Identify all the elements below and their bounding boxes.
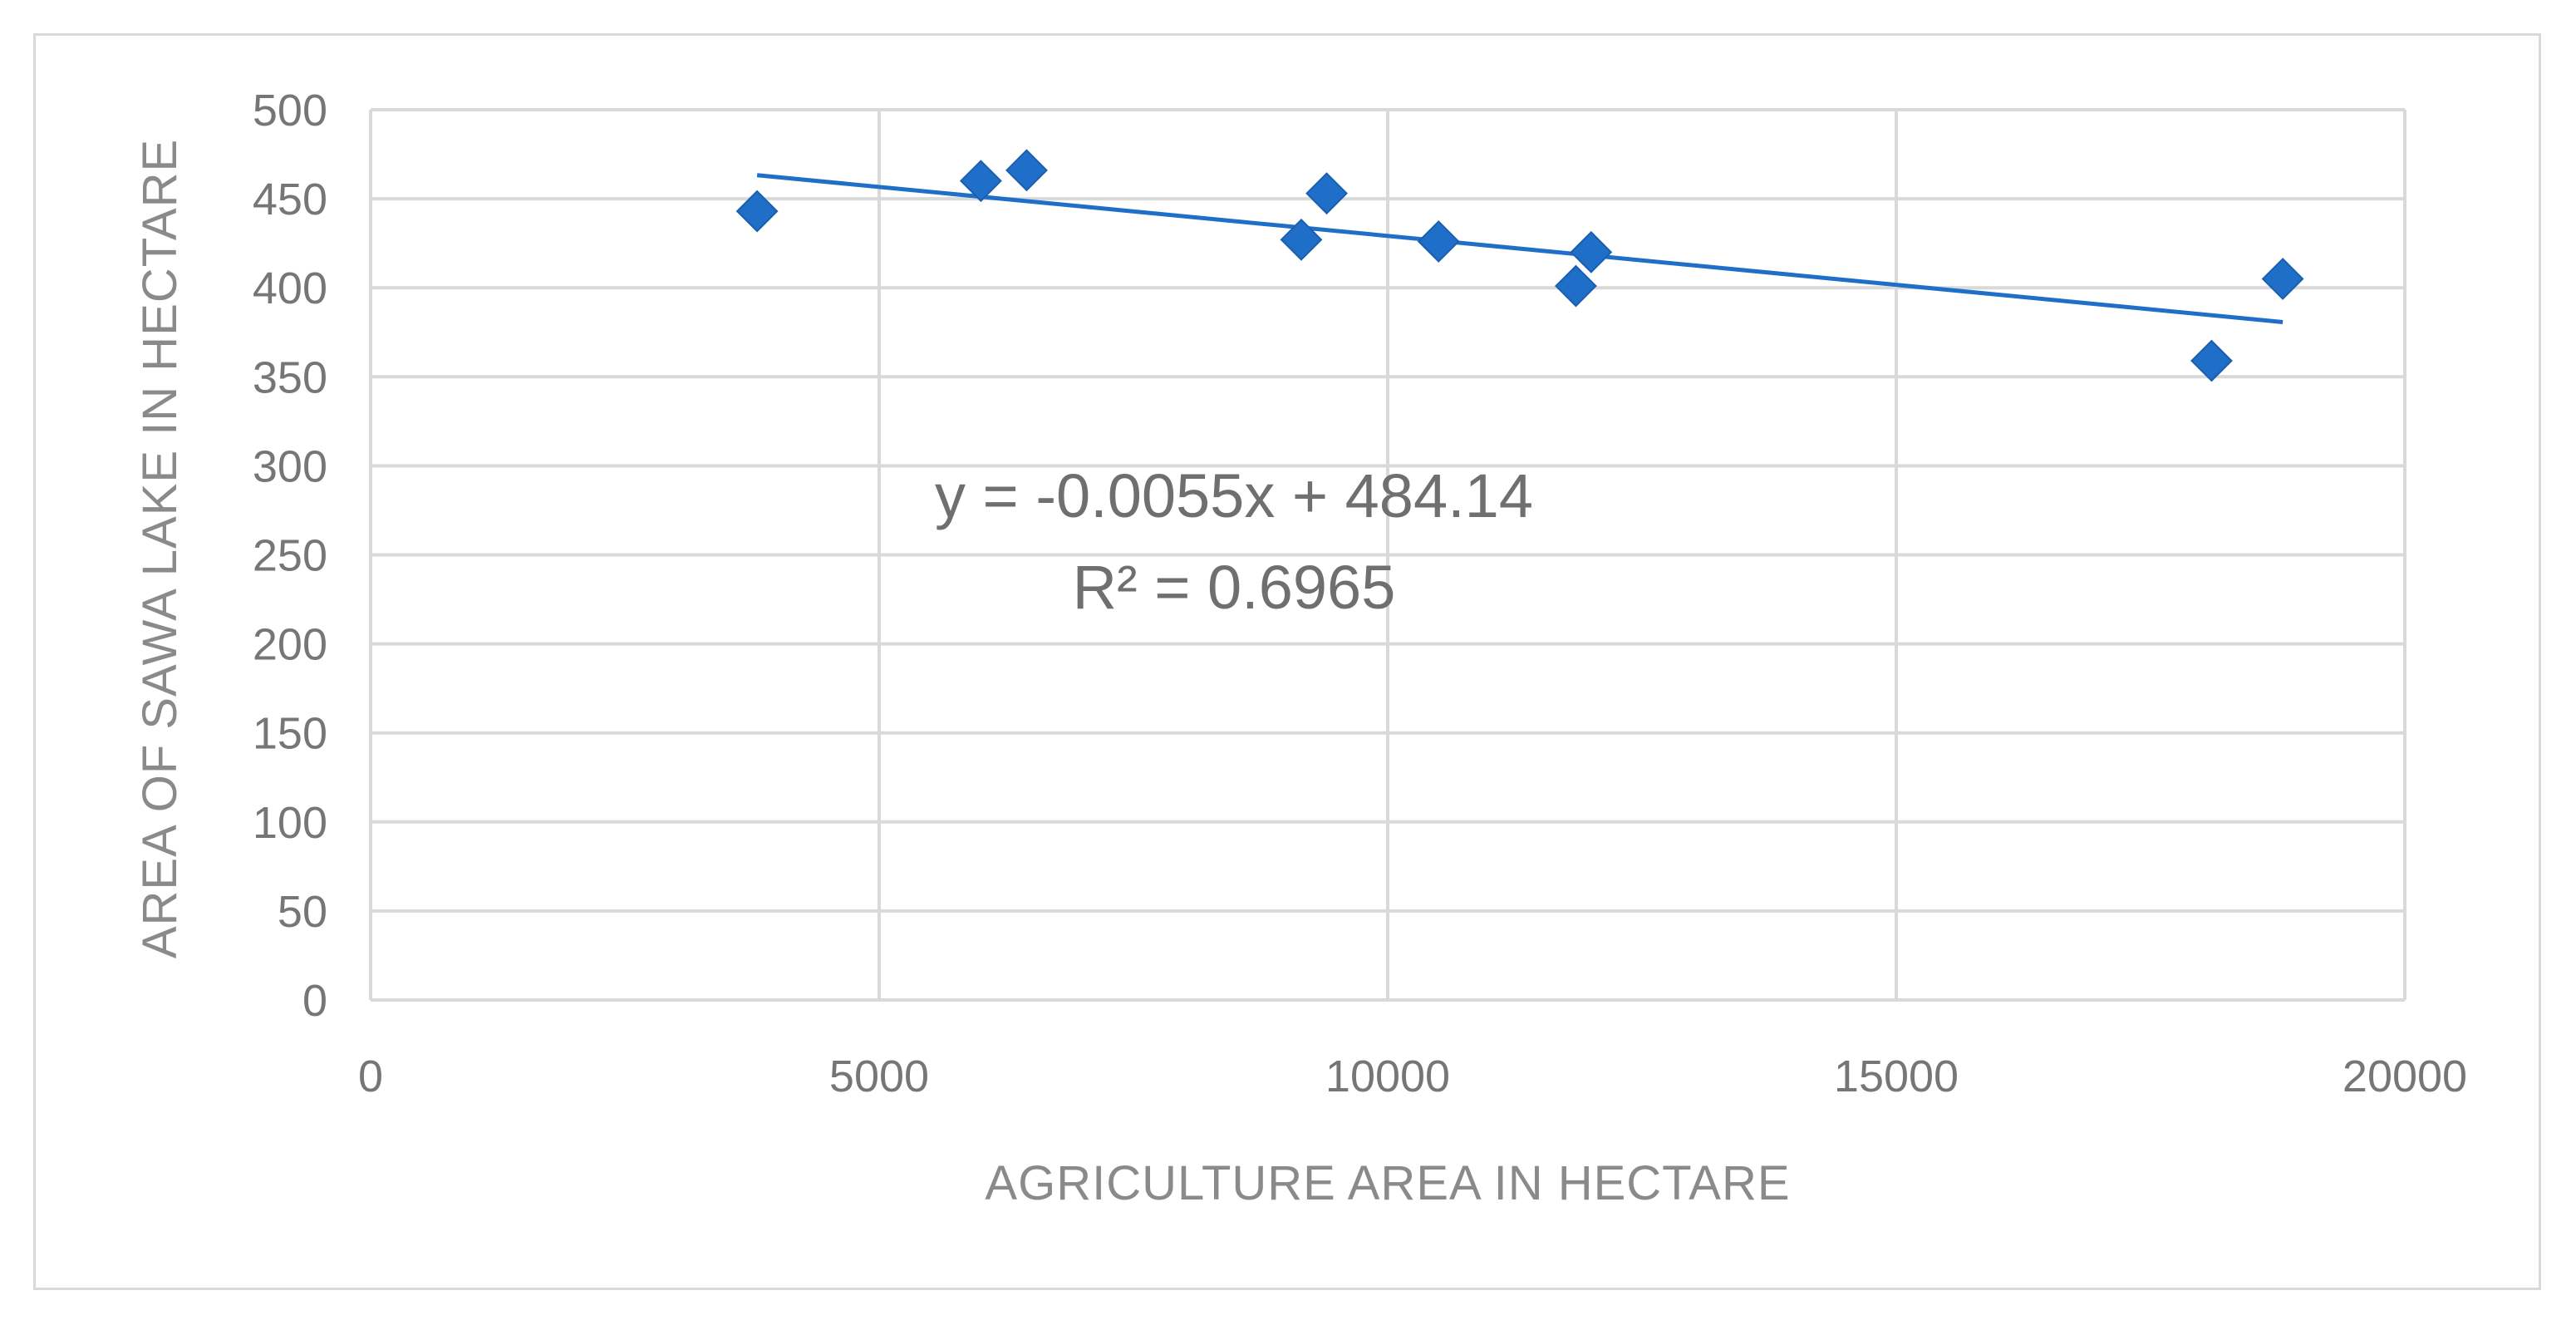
y-tick-label: 150 <box>253 709 327 759</box>
y-tick-label: 50 <box>278 887 327 937</box>
trendline-equation: y = -0.0055x + 484.14 <box>935 461 1533 530</box>
y-tick-label: 0 <box>302 976 327 1026</box>
data-point <box>1555 264 1597 308</box>
trendline-layer <box>756 173 2283 324</box>
y-axis-title: AREA OF SAWA LAKE IN HECTARE <box>133 139 187 958</box>
x-axis-title: AGRICULTURE AREA IN HECTARE <box>985 1156 1790 1210</box>
x-tick-label: 0 <box>358 1052 383 1101</box>
data-point <box>1570 230 1613 273</box>
trendline <box>756 173 2283 324</box>
grid-lines <box>369 108 2406 1002</box>
data-point <box>1280 218 1323 261</box>
x-tick-label: 5000 <box>829 1052 929 1101</box>
y-tick-label: 200 <box>253 620 327 670</box>
x-tick-label: 20000 <box>2342 1052 2467 1101</box>
data-points <box>735 149 2304 382</box>
x-tick-label: 15000 <box>1834 1052 1959 1101</box>
y-tick-label: 300 <box>253 441 327 491</box>
data-point <box>1305 172 1348 215</box>
y-tick-label: 450 <box>253 175 327 224</box>
y-tick-label: 350 <box>253 352 327 402</box>
data-point <box>2261 258 2304 300</box>
r-squared-label: R² = 0.6965 <box>1073 553 1396 622</box>
data-point <box>1417 220 1460 263</box>
y-tick-label: 500 <box>253 86 327 135</box>
data-point <box>2190 339 2233 382</box>
y-tick-label: 100 <box>253 798 327 848</box>
data-point <box>735 190 779 233</box>
data-point <box>959 160 1002 203</box>
y-tick-label: 250 <box>253 531 327 581</box>
x-tick-label: 10000 <box>1325 1052 1450 1101</box>
y-tick-label: 400 <box>253 264 327 313</box>
data-point <box>1005 149 1048 192</box>
